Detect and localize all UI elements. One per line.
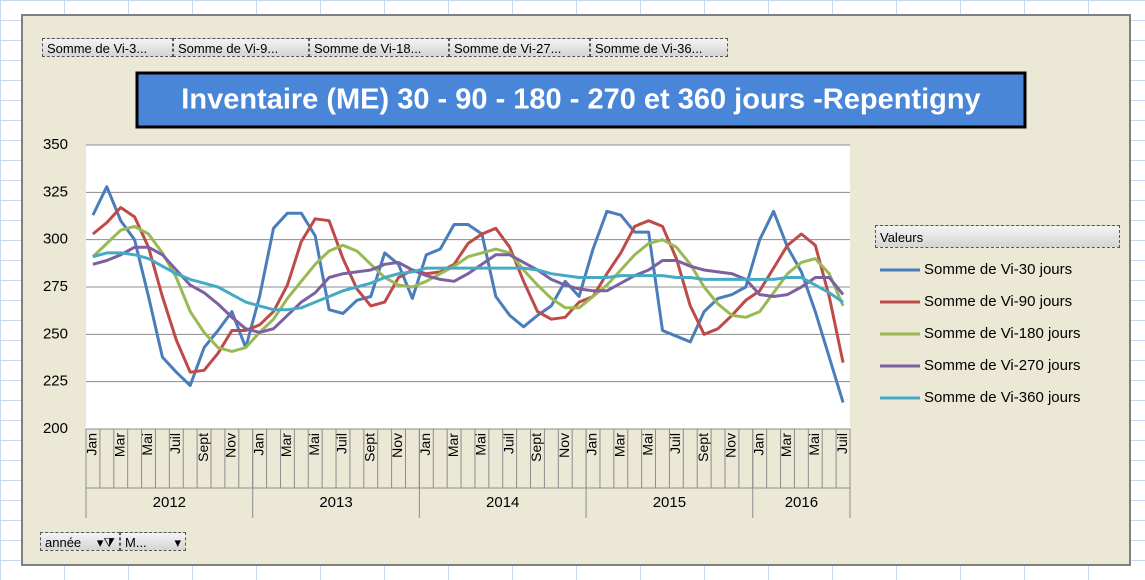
legend-field-button[interactable]: Valeurs [875, 225, 1120, 248]
x-group-label: 2013 [319, 494, 352, 511]
series-line [91, 206, 845, 374]
x-tick-label: Jan [250, 433, 266, 456]
x-group-label: 2015 [653, 494, 686, 511]
dropdown-icon: ▾ [174, 535, 181, 550]
x-tick-label: Nov [723, 433, 739, 458]
x-tick-label: Juil [834, 433, 850, 454]
filter-label: année [45, 535, 82, 550]
legend-label: Somme de Vi-90 jours [924, 293, 1072, 310]
y-tick-label: 225 [43, 373, 68, 390]
x-tick-label: Jan [584, 433, 600, 456]
x-tick-label: Nov [389, 433, 405, 458]
x-tick-label: Mar [612, 433, 628, 457]
x-tick-label: Mai [639, 433, 655, 456]
chart-title: Inventaire (ME) 30 - 90 - 180 - 270 et 3… [181, 84, 980, 116]
field-button[interactable]: Somme de Vi-9... [173, 38, 309, 57]
field-button[interactable]: Somme de Vi-27... [449, 38, 590, 57]
filter-icon: ▾⧩ [96, 535, 115, 550]
x-tick-label: Mar [445, 433, 461, 457]
y-tick-label: 300 [43, 231, 68, 248]
field-button[interactable]: Somme de Vi-3... [42, 38, 173, 57]
legend-label: Somme de Vi-360 jours [924, 389, 1080, 406]
x-tick-label: Nov [223, 433, 239, 458]
x-tick-label: Mai [473, 433, 489, 456]
x-tick-label: Sept [695, 433, 711, 462]
x-tick-label: Nov [556, 433, 572, 458]
y-tick-label: 200 [43, 420, 68, 437]
y-tick-label: 250 [43, 325, 68, 342]
x-tick-label: Juil [334, 433, 350, 454]
x-tick-label: Mai [806, 433, 822, 456]
title-box [135, 71, 1027, 129]
y-tick-label: 275 [43, 278, 68, 295]
x-tick-label: Mar [278, 433, 294, 457]
x-group-label: 2014 [486, 494, 519, 511]
series-line [92, 251, 844, 312]
x-tick-label: Jan [417, 433, 433, 456]
x-tick-label: Juil [500, 433, 516, 454]
legend-label: Somme de Vi-270 jours [924, 357, 1080, 374]
x-tick-label: Juil [167, 433, 183, 454]
series-line [91, 224, 845, 353]
field-button[interactable]: Somme de Vi-18... [309, 38, 449, 57]
x-tick-label: Sept [361, 433, 377, 462]
x-tick-label: Sept [528, 433, 544, 462]
x-tick-label: Mai [139, 433, 155, 456]
x-tick-label: Mar [778, 433, 794, 457]
legend-label: Somme de Vi-30 jours [924, 261, 1072, 278]
series-line [91, 185, 845, 403]
series-line [92, 245, 845, 334]
x-tick-label: Sept [195, 433, 211, 462]
x-tick-label: Jan [84, 433, 100, 456]
x-tick-label: Juil [667, 433, 683, 454]
x-tick-label: Jan [750, 433, 766, 456]
filter-button[interactable]: année ▾⧩ [40, 532, 120, 551]
x-tick-label: Mar [111, 433, 127, 457]
x-group-label: 2016 [785, 494, 818, 511]
field-button[interactable]: Somme de Vi-36... [590, 38, 728, 57]
legend-label: Somme de Vi-180 jours [924, 325, 1080, 342]
x-group-label: 2012 [153, 494, 186, 511]
filter-button[interactable]: M... ▾ [120, 532, 186, 551]
y-tick-label: 325 [43, 183, 68, 200]
filter-label: M... [125, 535, 147, 550]
x-tick-label: Mai [306, 433, 322, 456]
y-tick-label: 350 [43, 136, 68, 153]
